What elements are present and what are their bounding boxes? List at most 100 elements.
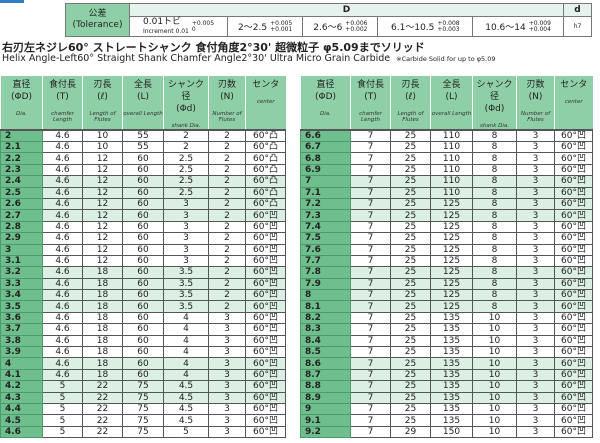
table-cell: 3 (208, 402, 246, 416)
table-cell: 60°凹 (245, 334, 286, 348)
table-cell: 25 (390, 140, 431, 154)
table-row: 8.8 7 25 135 10 3 60°凹 (300, 380, 593, 393)
table-cell: 8 (472, 266, 517, 279)
table-cell: 3 (163, 197, 209, 211)
table-cell: 2 (208, 289, 246, 302)
table-cell: 75 (122, 414, 164, 427)
table-cell: 22 (82, 380, 123, 393)
table-cell: 135 (430, 402, 473, 416)
table-cell: 3 (516, 402, 555, 416)
table-cell: 2 (208, 220, 246, 234)
table-cell: 2 (208, 254, 246, 268)
table-cell: 2 (208, 163, 246, 177)
diameter-cell: 8.2 (300, 311, 351, 325)
table-cell: 60°凸 (245, 152, 286, 165)
table-row: 7.6 7 25 125 8 3 60°凹 (300, 243, 593, 256)
table-cell: 12 (82, 197, 123, 211)
diameter-cell: 3.4 (0, 289, 43, 302)
column-header: シャンク径 (Φd) shank Dia. (163, 76, 209, 130)
table-cell: 2 (163, 129, 209, 142)
diameter-cell: 2.1 (0, 140, 43, 154)
table-cell: 135 (430, 311, 473, 325)
table-cell: 60°凹 (245, 414, 286, 427)
table-cell: 60°凹 (554, 277, 593, 291)
table-cell: 60°凹 (554, 152, 593, 165)
tolerance-cell: 2.6～6 +0.006 +0.002 (302, 16, 379, 37)
table-cell: 60°凹 (245, 300, 286, 313)
diameter-cell: 6.6 (300, 129, 351, 142)
table-row: 3.6 4.6 18 60 4 3 60°凹 (0, 311, 286, 325)
table-cell: 60 (122, 175, 164, 188)
table-cell: 7 (350, 129, 391, 142)
diameter-cell: 4.4 (0, 402, 43, 416)
diameter-cell: 6.9 (300, 163, 351, 177)
table-cell: 4 (163, 311, 209, 325)
tolerance-cell: 2～2.5 +0.005 +0.001 (227, 16, 304, 37)
table-cell: 2.5 (163, 163, 209, 177)
diameter-cell: 3.8 (0, 334, 43, 348)
table-cell: 4.6 (42, 175, 83, 188)
table-cell: 4.6 (42, 334, 83, 348)
tolerance-label-en: (Tolerance) (72, 20, 123, 30)
table-cell: 135 (430, 368, 473, 382)
table-cell: 55 (122, 140, 164, 154)
table-cell: 4.5 (163, 380, 209, 393)
table-cell: 125 (430, 300, 473, 313)
table-cell: 60 (122, 357, 164, 370)
table-cell: 2 (208, 175, 246, 188)
table-cell: 10 (472, 357, 517, 370)
table-cell: 4.6 (42, 368, 83, 382)
table-cell: 60 (122, 277, 164, 291)
table-cell: 7 (350, 368, 391, 382)
diameter-cell: 7.1 (300, 186, 351, 199)
table-cell: 60 (122, 152, 164, 165)
table-cell: 10 (472, 346, 517, 359)
table-cell: 8 (472, 175, 517, 188)
table-cell: 8 (472, 140, 517, 154)
table-cell: 8 (472, 232, 517, 245)
table-cell: 60 (122, 266, 164, 279)
table-cell: 125 (430, 243, 473, 256)
table-cell: 25 (390, 289, 431, 302)
table-cell: 7 (350, 220, 391, 234)
table-cell: 3 (516, 323, 555, 336)
table-cell: 5 (42, 380, 83, 393)
diameter-cell: 3.9 (0, 346, 43, 359)
table-cell: 60°凹 (245, 391, 286, 405)
table-cell: 2 (208, 209, 246, 222)
table-cell: 3 (208, 391, 246, 405)
table-row: 7.8 7 25 125 8 3 60°凹 (300, 266, 593, 279)
table-cell: 4.6 (42, 243, 83, 256)
diameter-cell: 8.9 (300, 391, 351, 405)
table-row: 6.7 7 25 110 8 3 60°凹 (300, 140, 593, 154)
table-cell: 4.6 (42, 140, 83, 154)
table-row: 8.2 7 25 135 10 3 60°凹 (300, 311, 593, 325)
table-cell: 3 (208, 323, 246, 336)
table-cell: 4.6 (42, 266, 83, 279)
table-row: 4.3 5 22 75 4.5 3 60°凹 (0, 391, 286, 405)
table-cell: 60°凹 (554, 380, 593, 393)
table-cell: 60°凹 (554, 414, 593, 427)
diameter-cell: 8.6 (300, 357, 351, 370)
table-cell: 3 (516, 220, 555, 234)
table-cell: 3 (208, 368, 246, 382)
table-cell: 3 (516, 425, 555, 439)
table-cell: 125 (430, 266, 473, 279)
corner-tab-mark (0, 0, 24, 3)
table-row: 6.6 7 25 110 8 3 60°凹 (300, 129, 593, 142)
diameter-cell: 3.6 (0, 311, 43, 325)
table-cell: 5 (42, 402, 83, 416)
table-cell: 10 (472, 380, 517, 393)
table-cell: 60°凹 (554, 391, 593, 405)
table-cell: 3 (208, 357, 246, 370)
table-cell: 25 (390, 243, 431, 256)
column-header: 刃数 (N) Number of Flutes (208, 76, 246, 130)
table-cell: 25 (390, 186, 431, 199)
table-cell: 3 (208, 346, 246, 359)
table-cell: 60°凹 (245, 266, 286, 279)
diameter-cell: 2.6 (0, 197, 43, 211)
table-row: 6.9 7 25 110 8 3 60°凹 (300, 163, 593, 177)
table-cell: 8 (472, 209, 517, 222)
table-cell: 4.6 (42, 129, 83, 142)
column-header: 全長 (L) overall Length (122, 76, 164, 130)
